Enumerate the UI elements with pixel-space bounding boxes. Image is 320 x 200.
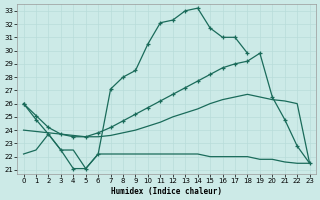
X-axis label: Humidex (Indice chaleur): Humidex (Indice chaleur) <box>111 187 222 196</box>
